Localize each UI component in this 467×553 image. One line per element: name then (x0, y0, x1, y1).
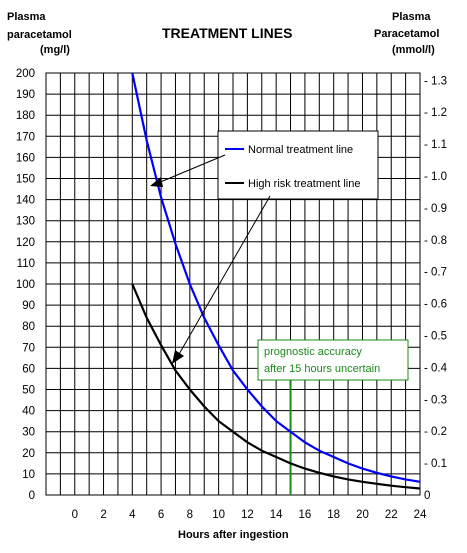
y-tick-label-right: - 0.6 (424, 299, 447, 311)
x-tick-label: 8 (187, 509, 193, 521)
x-tick-label: 2 (100, 509, 106, 521)
arrow-to-high-risk-line (177, 195, 271, 357)
legend-box (217, 130, 379, 200)
x-axis-title: Hours after ingestion (178, 529, 289, 541)
high-risk-treatment-line (131, 283, 421, 490)
y-tick-label-left: 50 (22, 385, 35, 397)
y-tick-label-left: 40 (22, 406, 35, 418)
y-tick-label-left: 200 (16, 68, 35, 80)
ylabel-right-line2: Paracetamol (374, 28, 439, 40)
x-tick-label: 22 (385, 509, 398, 521)
y-tick-label-left: 20 (22, 448, 35, 460)
y-tick-label-left: 80 (22, 321, 35, 333)
y-tick-label-right: - 0.1 (424, 458, 447, 470)
arrow-head-high-risk (172, 350, 184, 364)
y-tick-label-right: - 0.5 (424, 330, 447, 342)
y-tick-labels-right: 0 - 0.1 - 0.2 - 0.3 - 0.4 - 0.5 - 0.6 - 0.7 - 0.… (424, 75, 448, 502)
y-tick-label-left: 60 (22, 363, 35, 375)
y-tick-label-left: 170 (16, 131, 35, 143)
y-tick-label-right: - 0.2 (424, 426, 447, 438)
x-tick-label: 12 (241, 509, 254, 521)
x-tick-label: 14 (270, 509, 283, 521)
y-tick-label-right: - 0.7 (424, 267, 447, 279)
series-group (131, 72, 421, 490)
y-tick-label-left: 110 (17, 258, 35, 270)
y-tick-label-left: 140 (16, 195, 35, 207)
y-tick-label-left: 90 (22, 300, 35, 312)
prognostic-note-line2: after 15 hours uncertain (264, 363, 380, 375)
ylabel-right-line1: Plasma (392, 11, 431, 23)
y-tick-label-right: - 1.0 (424, 171, 447, 183)
y-tick-label-left: 70 (22, 342, 35, 354)
y-tick-label-left: 160 (16, 152, 35, 164)
y-tick-label-left: 100 (16, 279, 35, 291)
y-tick-label-right: - 1.2 (424, 107, 447, 119)
ylabel-right-line3: (mmol/l) (392, 44, 435, 56)
prognostic-note-line1: prognostic accuracy (264, 346, 362, 358)
x-tick-label: 6 (158, 509, 164, 521)
x-tick-label: 20 (356, 509, 369, 521)
y-tick-label-right: - 0.3 (424, 394, 447, 406)
normal-treatment-line (131, 72, 421, 483)
y-tick-label-right: - 0.9 (424, 203, 447, 215)
y-tick-label-left: 130 (16, 216, 35, 228)
x-tick-label: 0 (72, 509, 78, 521)
prognostic-note-box (257, 339, 409, 381)
y-tick-label-right: - 1.1 (424, 139, 447, 151)
y-tick-labels-left: 0 10 20 30 40 50 60 70 80 90 100 110 120 130 140 150 160… (16, 68, 35, 502)
y-tick-label-left: 190 (16, 89, 35, 101)
x-tick-label: 4 (129, 509, 136, 521)
y-tick-label-right: - 0.4 (424, 362, 448, 374)
y-tick-label-left: 120 (16, 237, 35, 249)
legend-arrows (150, 154, 271, 364)
ylabel-left-line2: paracetamol (7, 29, 72, 41)
arrow-to-normal-line (157, 154, 226, 184)
y-tick-label-left: 30 (22, 427, 35, 439)
chart-title: TREATMENT LINES (162, 25, 292, 41)
y-tick-label-right: - 0.8 (424, 235, 447, 247)
ylabel-left-line1: Plasma (7, 11, 46, 23)
x-tick-label: 10 (212, 509, 225, 521)
x-tick-label: 16 (299, 509, 312, 521)
legend-high-risk-label: High risk treatment line (248, 178, 361, 190)
ylabel-left-line3: (mg/l) (40, 44, 70, 56)
x-tick-labels: 0 2 4 6 8 10 12 14 16 18 20 22 24 (72, 509, 427, 521)
y-tick-label-left: 180 (16, 110, 35, 122)
y-tick-label-right: - 1.3 (424, 75, 447, 87)
y-tick-label-left: 0 (29, 490, 35, 502)
legend-normal-label: Normal treatment line (248, 144, 353, 156)
y-tick-label-left: 10 (22, 469, 35, 481)
x-tick-label: 24 (414, 509, 427, 521)
y-tick-label-right: 0 (424, 490, 430, 502)
x-tick-label: 18 (327, 509, 340, 521)
arrow-head-normal (150, 177, 163, 187)
y-tick-label-left: 150 (16, 174, 35, 186)
